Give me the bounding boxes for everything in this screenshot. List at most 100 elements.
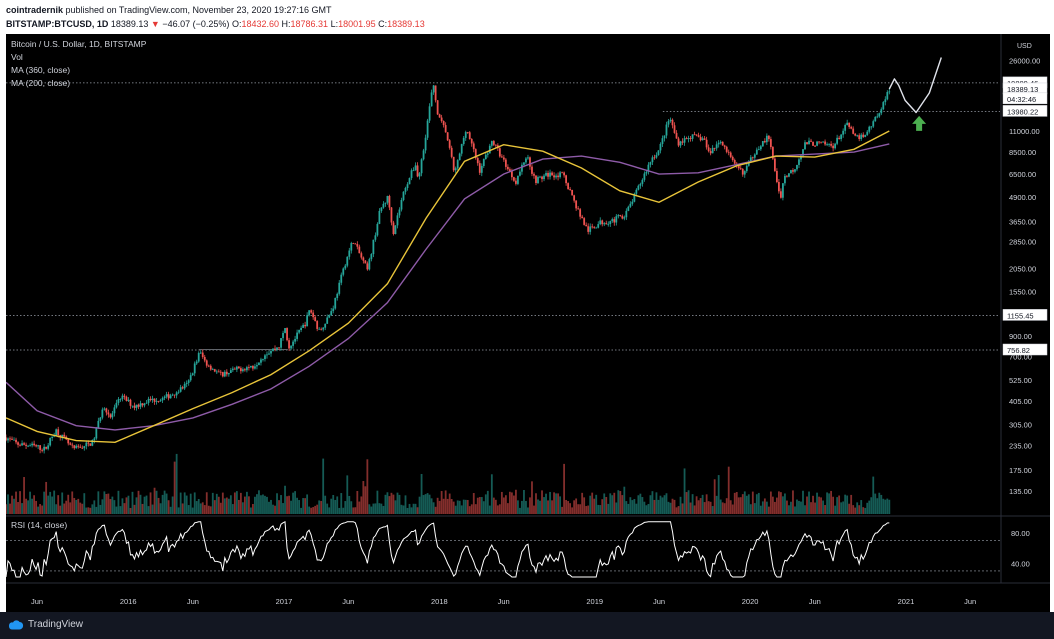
- candle-body: [729, 152, 732, 157]
- volume-bar: [442, 498, 445, 514]
- volume-bar: [749, 504, 752, 514]
- volume-bar: [274, 505, 276, 514]
- candle-body: [288, 340, 290, 349]
- volume-bar: [454, 505, 457, 514]
- candle-body: [456, 160, 459, 169]
- candle-body: [438, 114, 441, 118]
- volume-bar: [864, 507, 867, 514]
- volume-bar: [617, 490, 620, 514]
- volume-bar: [318, 500, 321, 514]
- candle-body: [250, 365, 252, 368]
- volume-bar: [569, 503, 572, 514]
- candle-body: [217, 371, 220, 373]
- candle-body: [527, 157, 529, 159]
- volume-bar: [625, 501, 628, 514]
- high-value: 18786.31: [290, 19, 329, 29]
- volume-bar: [452, 501, 455, 514]
- candle-body: [406, 184, 409, 188]
- volume-bar: [262, 494, 264, 514]
- candle-body: [394, 225, 397, 235]
- volume-bar: [462, 499, 465, 514]
- rsi-pane[interactable]: [6, 521, 1000, 578]
- candle-body: [370, 254, 373, 260]
- volume-bar: [826, 492, 828, 514]
- candle-body: [328, 315, 331, 318]
- candle-body: [175, 392, 178, 396]
- candle-body: [792, 170, 794, 172]
- volume-bar: [500, 491, 503, 514]
- candle-body: [213, 369, 216, 372]
- volume-bar: [171, 496, 174, 514]
- volume-bar: [498, 504, 501, 514]
- volume-bar: [143, 496, 146, 514]
- candle-body: [19, 444, 21, 446]
- volume-bar: [535, 493, 537, 514]
- volume-bar: [637, 495, 640, 514]
- candle-body: [870, 126, 873, 128]
- volume-bar: [472, 493, 475, 514]
- volume-bar: [822, 500, 824, 514]
- price-pane[interactable]: [6, 57, 1000, 454]
- price-tick-label: 900.00: [1009, 332, 1032, 341]
- level-price-label: 1155.45: [1007, 311, 1034, 320]
- candle-body: [663, 135, 666, 139]
- candle-body: [539, 176, 541, 178]
- volume-bar: [438, 500, 441, 514]
- volume-bar: [886, 498, 889, 514]
- footer-brand[interactable]: TradingView: [28, 619, 84, 630]
- candle-body: [77, 445, 80, 447]
- current-price-label: 18389.13: [1007, 85, 1038, 94]
- volume-bar: [388, 496, 391, 514]
- volume-bar: [161, 494, 164, 514]
- candle-body: [836, 137, 839, 144]
- author-name[interactable]: cointradernik: [6, 5, 64, 15]
- candle-body: [322, 327, 325, 330]
- candle-body: [543, 175, 545, 180]
- volume-bar: [406, 507, 409, 514]
- volume-bar: [235, 491, 238, 514]
- candle-body: [91, 439, 94, 446]
- candle-body: [490, 141, 493, 146]
- candle-body: [667, 121, 670, 125]
- volume-bar: [537, 499, 539, 514]
- candle-body: [187, 380, 190, 383]
- volume-bar: [583, 497, 586, 514]
- candle-body: [721, 141, 724, 146]
- volume-bar: [195, 501, 198, 514]
- volume-bar: [107, 493, 110, 514]
- candle-body: [193, 363, 196, 374]
- volume-bar: [571, 507, 574, 514]
- volume-bar: [792, 490, 794, 514]
- volume-bar: [324, 495, 327, 514]
- price-chart[interactable]: 135.00 175.00 235.00 305.00 405.00 525.00 700.…: [6, 34, 1050, 612]
- volume-bar: [73, 497, 76, 514]
- candle-body: [83, 446, 86, 449]
- candle-body: [743, 171, 746, 175]
- volume-bar: [121, 498, 124, 514]
- candle-body: [842, 130, 845, 135]
- candle-body: [27, 445, 29, 447]
- candle-body: [384, 202, 387, 204]
- level-price-label-box: [1002, 343, 1048, 356]
- level-price-label-box: [1002, 309, 1048, 321]
- candle-body: [159, 400, 162, 402]
- candle-body: [354, 243, 357, 245]
- volume-bar: [506, 503, 509, 514]
- candle-body: [392, 222, 395, 235]
- volume-bar: [848, 503, 851, 514]
- candle-body: [549, 172, 551, 177]
- volume-bar: [687, 490, 690, 514]
- close-value: 18389.13: [387, 19, 425, 29]
- volume-bar: [844, 494, 847, 514]
- volume-bar: [494, 499, 497, 514]
- volume-bar: [256, 494, 258, 514]
- candle-body: [278, 347, 280, 349]
- candle-body: [47, 445, 50, 449]
- volume-bar: [824, 505, 826, 514]
- volume-bar: [270, 499, 272, 514]
- rsi-tick-label: 40.00: [1011, 559, 1030, 568]
- volume-bar: [334, 499, 337, 514]
- candle-body: [713, 147, 716, 149]
- volume-bar: [456, 500, 459, 514]
- time-tick-label: 2016: [120, 597, 137, 606]
